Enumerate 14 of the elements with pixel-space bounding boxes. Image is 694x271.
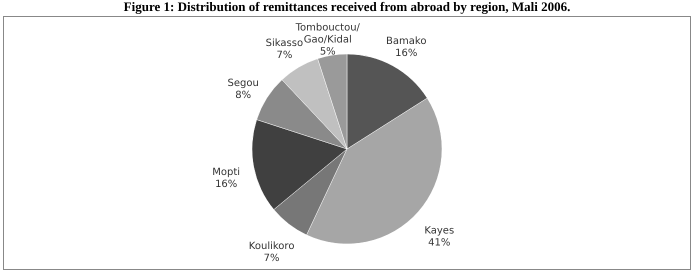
data-label: 8%: [235, 90, 252, 102]
slice-label: Kayes: [424, 225, 454, 236]
data-label: 16%: [395, 48, 418, 60]
slice-label: Sikasso: [266, 38, 304, 50]
data-label: 5%: [320, 46, 336, 58]
chart-title: Figure 1: Distribution of remittances received from abroad by region, Mali 2006.: [124, 0, 570, 14]
slice-label: Bamako: [386, 36, 426, 48]
slice-label: Koulikoro: [248, 241, 294, 252]
slice-label: Mopti: [212, 167, 240, 178]
data-label: 7%: [276, 50, 292, 62]
data-label: 16%: [215, 179, 238, 190]
data-label: 7%: [264, 253, 280, 264]
slice-label: Segou: [227, 78, 259, 90]
data-label: 41%: [428, 237, 450, 248]
